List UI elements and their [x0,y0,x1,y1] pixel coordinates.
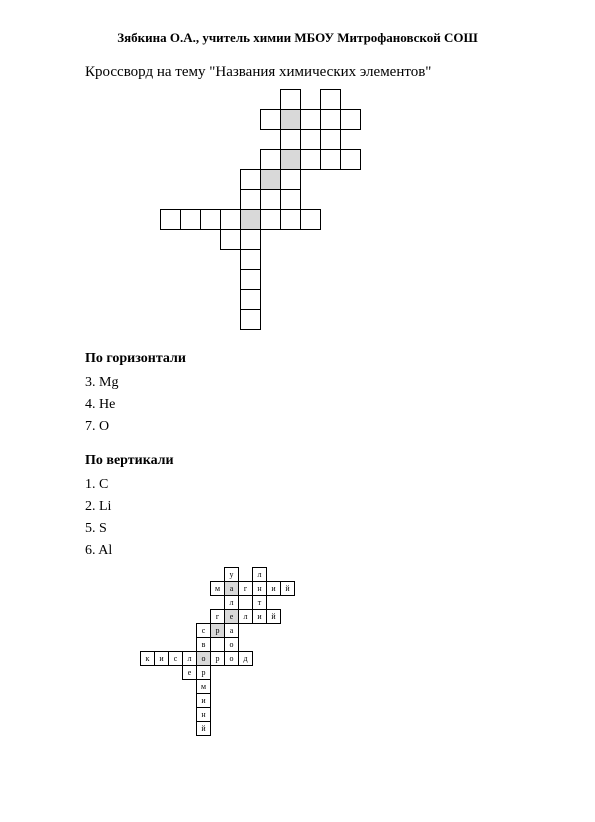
grid-cell [320,129,341,150]
grid-cell: и [196,693,211,708]
down-clue: 5. S [85,521,510,537]
across-header: По горизонтали [85,351,510,367]
crossword-filled: улмагнийлтгелийсравокислородерминй [140,567,510,735]
grid-cell [240,209,261,230]
grid-cell: д [238,651,253,666]
grid-cell [340,109,361,130]
grid-cell [240,229,261,250]
grid-cell [300,149,321,170]
grid-cell [340,149,361,170]
grid-cell: й [280,581,295,596]
grid-cell: и [252,609,267,624]
grid-cell: м [196,679,211,694]
grid-cell: г [210,609,225,624]
grid-cell: с [196,623,211,638]
grid-cell: в [196,637,211,652]
grid-cell: и [154,651,169,666]
grid-cell [240,269,261,290]
grid-cell [240,169,261,190]
grid-cell [280,89,301,110]
grid-cell: р [196,665,211,680]
grid-cell [220,209,241,230]
grid-cell [260,149,281,170]
grid-cell [180,209,201,230]
down-clue: 2. Li [85,499,510,515]
page-title: Кроссворд на тему "Названия химических э… [85,64,510,81]
grid-cell [280,189,301,210]
grid-cell [220,229,241,250]
grid-cell: р [210,623,225,638]
grid-cell: а [224,623,239,638]
crossword-empty [85,89,510,329]
grid-cell [280,149,301,170]
grid-cell: н [252,581,267,596]
grid-cell [320,89,341,110]
grid-cell [300,209,321,230]
down-clue: 1. C [85,477,510,493]
grid-cell [160,209,181,230]
grid-cell: о [224,637,239,652]
grid-cell [260,109,281,130]
grid-cell [280,129,301,150]
grid-cell: у [224,567,239,582]
grid-cell: а [224,581,239,596]
author-line: Зябкина О.А., учитель химии МБОУ Митрофа… [85,30,510,46]
grid-cell [280,109,301,130]
grid-cell: й [266,609,281,624]
grid-cell [240,249,261,270]
down-clue: 6. Al [85,543,510,559]
grid-cell: о [196,651,211,666]
grid-cell: й [196,721,211,736]
grid-cell: е [224,609,239,624]
grid-cell [240,189,261,210]
grid-cell: е [182,665,197,680]
grid-cell: с [168,651,183,666]
across-clue: 7. O [85,419,510,435]
grid-cell [320,149,341,170]
grid-cell [280,209,301,230]
grid-cell [260,209,281,230]
grid-cell [300,109,321,130]
grid-cell [320,109,341,130]
grid-cell [260,169,281,190]
grid-cell: л [224,595,239,610]
grid-cell: г [238,581,253,596]
across-clue: 4. He [85,397,510,413]
grid-cell [240,309,261,330]
grid-cell: о [224,651,239,666]
grid-cell [240,289,261,310]
grid-cell: т [252,595,267,610]
grid-cell: л [252,567,267,582]
grid-cell: л [238,609,253,624]
grid-cell [280,169,301,190]
grid-cell [200,209,221,230]
grid-cell: м [210,581,225,596]
down-header: По вертикали [85,453,510,469]
grid-cell: к [140,651,155,666]
grid-cell: и [266,581,281,596]
grid-cell: р [210,651,225,666]
grid-cell: л [182,651,197,666]
grid-cell: н [196,707,211,722]
across-clue: 3. Mg [85,375,510,391]
